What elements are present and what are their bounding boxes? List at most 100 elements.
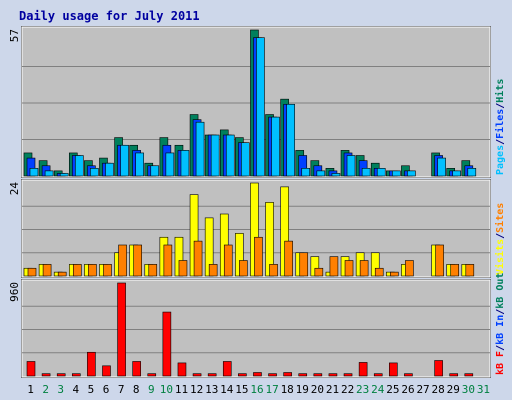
bar-sites-day-20 xyxy=(314,267,324,277)
bar-pages-day-4 xyxy=(74,155,84,177)
series-sites xyxy=(27,236,475,277)
x-tick-label-day-12: 12 xyxy=(190,383,203,396)
x-tick-label-day-23: 23 xyxy=(356,383,369,396)
x-tick-label-day-11: 11 xyxy=(175,383,188,396)
bar-kb-f-day-7 xyxy=(117,282,126,377)
bar-pages-day-30 xyxy=(467,168,477,177)
bar-sites-day-30 xyxy=(465,264,475,277)
x-tick-label-day-24: 24 xyxy=(371,383,385,396)
bar-sites-day-29 xyxy=(450,264,460,277)
bar-sites-day-2 xyxy=(42,264,52,277)
x-tick-label-day-21: 21 xyxy=(326,383,339,396)
x-tick-label-day-8: 8 xyxy=(133,383,140,396)
x-axis-labels: 1 2 3 4 5 6 7 8 9 10 11 12 13 14 15 16 17 18 19 20 21 22 23 24 2… xyxy=(27,383,490,396)
bar-pages-day-13 xyxy=(210,134,220,177)
bar-pages-day-21 xyxy=(331,173,341,177)
legend-middle: Visits/Sites xyxy=(494,203,506,275)
bar-sites-day-10 xyxy=(163,244,173,277)
bar-sites-day-22 xyxy=(344,260,354,277)
bar-pages-day-24 xyxy=(376,168,386,177)
bar-sites-day-3 xyxy=(57,271,67,277)
bar-sites-day-13 xyxy=(208,264,218,277)
bar-kb-f-day-12 xyxy=(192,373,202,377)
bar-pages-day-10 xyxy=(165,152,175,177)
x-tick-label-day-10: 10 xyxy=(160,383,173,396)
bar-kb-f-day-4 xyxy=(71,373,81,377)
bar-pages-day-3 xyxy=(59,173,69,177)
x-tick-label-day-13: 13 xyxy=(205,383,218,396)
bar-pages-day-1 xyxy=(29,168,39,177)
bar-kb-f-day-19 xyxy=(298,373,308,377)
bar-sites-day-1 xyxy=(27,267,37,277)
bar-kb-f-day-3 xyxy=(56,373,66,377)
bar-pages-day-12 xyxy=(195,121,205,177)
bar-pages-day-25 xyxy=(392,170,401,177)
bar-pages-day-29 xyxy=(452,170,462,177)
bar-pages-day-8 xyxy=(135,152,144,177)
legend-entry: Sites xyxy=(494,203,506,233)
x-tick-label-day-5: 5 xyxy=(88,383,95,396)
bar-sites-day-17 xyxy=(269,264,278,277)
bar-pages-day-16 xyxy=(256,37,265,177)
y-max-label: 960 xyxy=(8,282,21,302)
bar-pages-day-6 xyxy=(105,162,114,177)
series-kb-f xyxy=(26,282,474,377)
bar-sites-day-18 xyxy=(284,240,293,277)
legend-entry: Visits xyxy=(494,239,506,275)
bar-sites-day-14 xyxy=(223,244,233,277)
x-tick-label-day-1: 1 xyxy=(27,383,34,396)
panel-middle: 24 Visits/Sites xyxy=(8,179,506,278)
bar-pages-day-19 xyxy=(301,168,311,177)
x-tick-label-day-2: 2 xyxy=(42,383,49,396)
bar-kb-f-day-28 xyxy=(434,360,443,377)
legend-entry: kB Out xyxy=(495,273,506,309)
bar-kb-f-day-2 xyxy=(41,373,51,377)
bar-pages-day-14 xyxy=(225,134,235,177)
legend-entry: / xyxy=(495,139,506,145)
series-pages xyxy=(29,37,477,177)
bar-pages-day-11 xyxy=(180,150,190,177)
x-tick-label-day-16: 16 xyxy=(250,383,263,396)
bar-kb-f-day-21 xyxy=(328,373,338,377)
x-tick-label-day-9: 9 xyxy=(148,383,155,396)
bar-sites-day-28 xyxy=(435,244,444,277)
x-tick-label-day-6: 6 xyxy=(103,383,110,396)
x-tick-label-day-3: 3 xyxy=(57,383,64,396)
bar-pages-day-20 xyxy=(316,170,326,177)
bar-kb-f-day-13 xyxy=(207,373,217,377)
chart-title: Daily usage for July 2011 xyxy=(19,9,200,23)
legend-entry: / xyxy=(495,103,506,109)
legend-entry: Hits xyxy=(494,79,506,103)
bar-sites-day-25 xyxy=(390,271,399,277)
bar-sites-day-4 xyxy=(72,264,82,277)
legend-bottom: kB F/kB In/kB Out xyxy=(495,273,506,375)
bar-sites-day-7 xyxy=(118,244,127,277)
bar-kb-f-day-15 xyxy=(238,373,247,377)
bar-pages-day-2 xyxy=(44,170,54,177)
bar-sites-day-11 xyxy=(178,260,188,277)
legend-entry: / xyxy=(495,345,506,351)
x-tick-label-day-17: 17 xyxy=(265,383,278,396)
x-tick-label-day-30: 30 xyxy=(462,383,475,396)
bar-pages-day-26 xyxy=(407,170,416,177)
x-tick-label-day-29: 29 xyxy=(447,383,460,396)
x-tick-label-day-19: 19 xyxy=(296,383,309,396)
legend-entry: Pages xyxy=(495,145,506,175)
bar-sites-day-23 xyxy=(359,260,369,277)
bar-kb-f-day-20 xyxy=(313,373,323,377)
bar-pages-day-7 xyxy=(120,144,129,177)
bar-kb-f-day-5 xyxy=(87,351,96,377)
bar-sites-day-5 xyxy=(88,264,97,277)
x-tick-label-day-18: 18 xyxy=(281,383,294,396)
bar-kb-f-day-25 xyxy=(389,362,398,377)
bar-kb-f-day-22 xyxy=(343,373,353,377)
bar-pages-day-23 xyxy=(361,168,371,177)
bar-pages-day-15 xyxy=(241,142,250,177)
bar-kb-f-day-23 xyxy=(358,362,368,377)
bar-sites-day-9 xyxy=(148,264,158,277)
x-tick-label-day-22: 22 xyxy=(341,383,354,396)
